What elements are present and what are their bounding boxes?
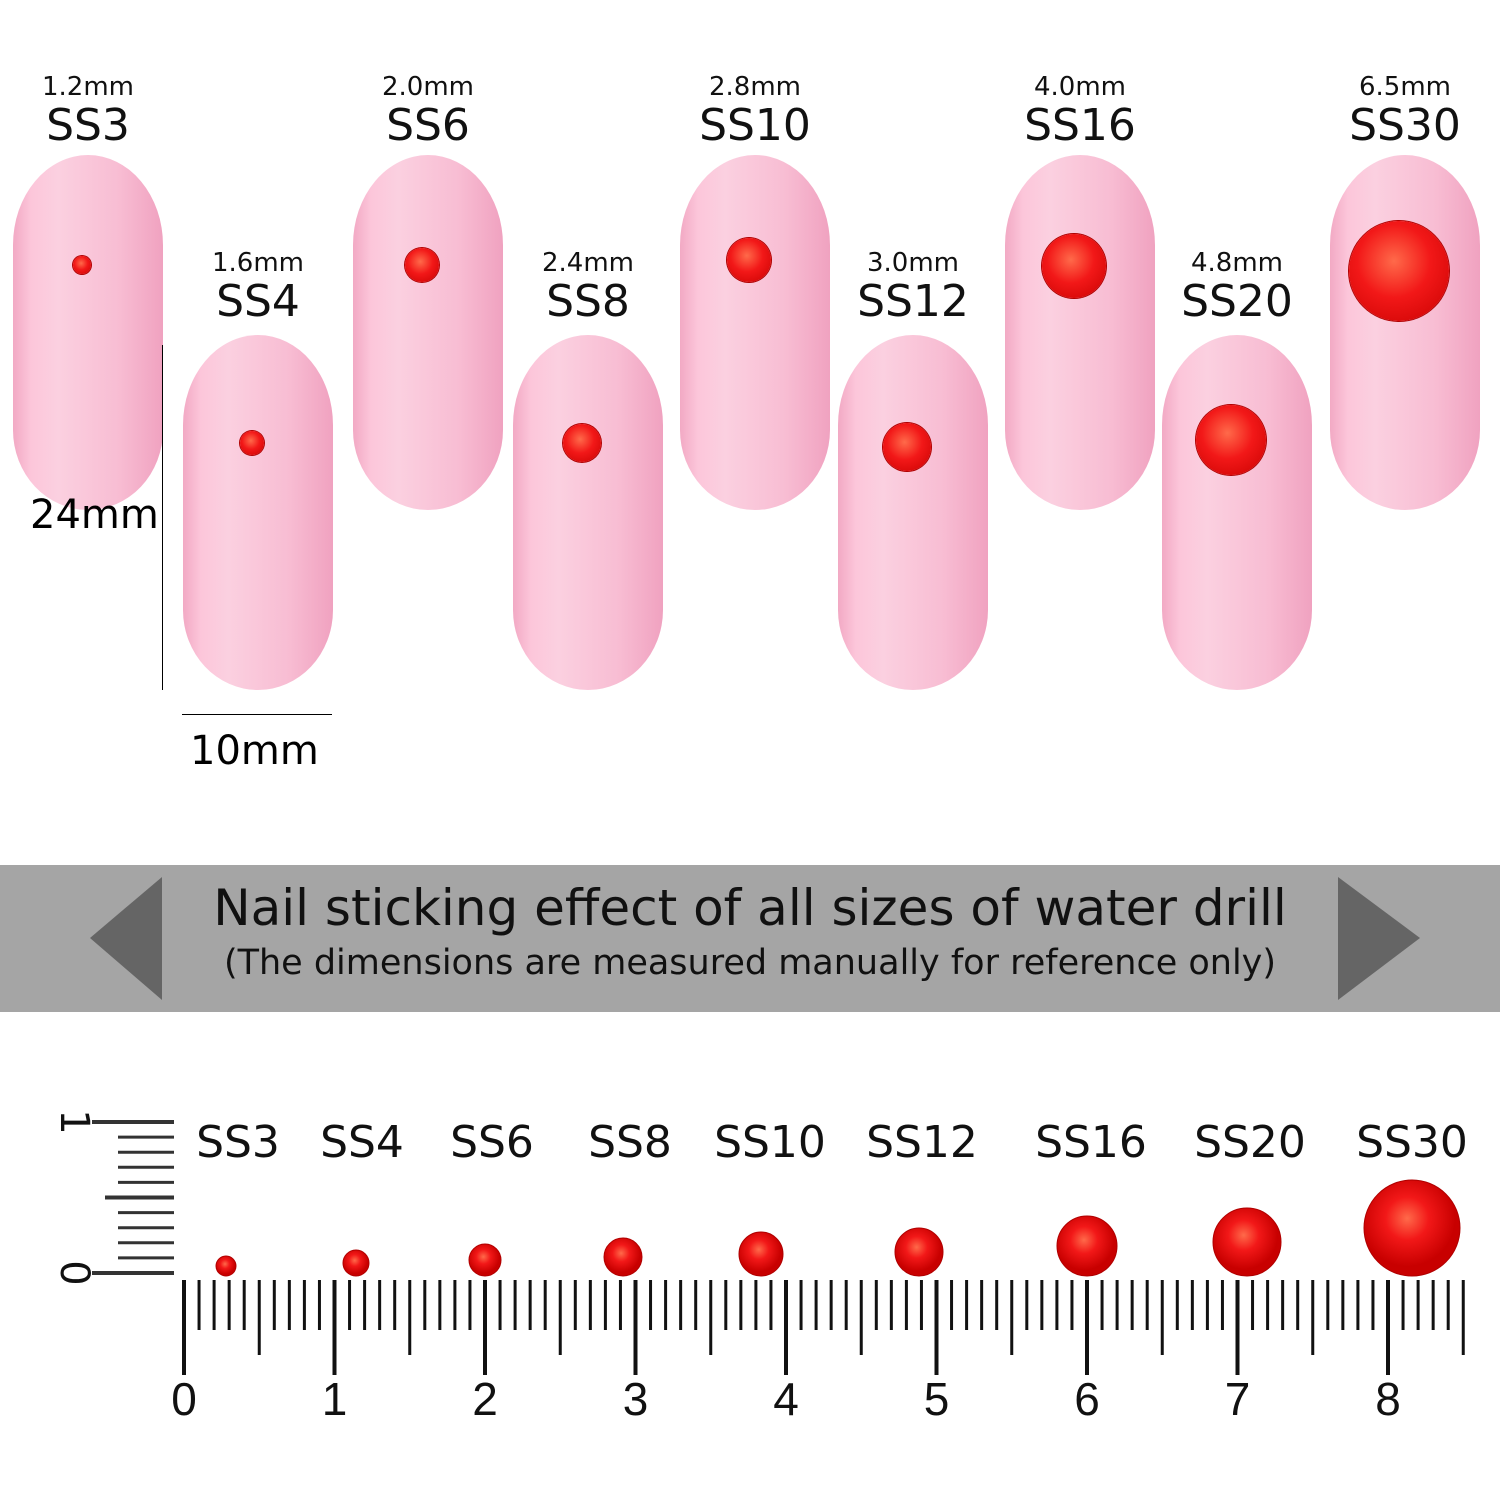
nail-ss16 bbox=[1005, 155, 1155, 510]
ruler-rhinestone bbox=[215, 1255, 237, 1277]
ruler-rhinestone bbox=[1363, 1179, 1461, 1277]
ruler-number: 7 bbox=[1225, 1373, 1251, 1425]
ruler-size-label: SS30 bbox=[1356, 1117, 1468, 1168]
ruler-rhinestone bbox=[894, 1227, 944, 1277]
ruler-number: 4 bbox=[773, 1373, 799, 1425]
rhinestone bbox=[405, 248, 439, 282]
ruler-number: 6 bbox=[1074, 1373, 1100, 1425]
vertical-ruler-number: 0 bbox=[51, 1260, 97, 1285]
rhinestone bbox=[563, 424, 601, 462]
size-mm-label: 4.0mm bbox=[1033, 72, 1126, 102]
nail-ss30 bbox=[1330, 155, 1480, 510]
ruler-size-label: SS20 bbox=[1194, 1117, 1306, 1168]
ruler-size-label: SS6 bbox=[450, 1117, 534, 1168]
height-label: 24mm bbox=[30, 492, 159, 538]
size-code-label: SS3 bbox=[46, 100, 130, 151]
size-code-label: SS30 bbox=[1349, 100, 1461, 151]
ruler-size-label: SS12 bbox=[866, 1117, 978, 1168]
size-mm-label: 2.0mm bbox=[381, 72, 474, 102]
size-code-label: SS4 bbox=[216, 276, 300, 327]
banner-arrows bbox=[90, 877, 1420, 1000]
size-code-label: SS12 bbox=[857, 276, 969, 327]
size-mm-label: 6.5mm bbox=[1358, 72, 1451, 102]
width-line bbox=[182, 714, 332, 715]
banner-subtitle: (The dimensions are measured manually fo… bbox=[223, 943, 1277, 983]
size-code-label: SS10 bbox=[699, 100, 811, 151]
size-mm-label: 1.2mm bbox=[41, 72, 134, 102]
nail-ss8 bbox=[513, 335, 663, 690]
ruler-rhinestone bbox=[342, 1249, 370, 1277]
size-code-label: SS20 bbox=[1181, 276, 1293, 327]
rhinestone bbox=[240, 431, 264, 455]
rhinestone bbox=[883, 423, 931, 471]
ruler-number: 5 bbox=[924, 1373, 950, 1425]
left-arrow-icon bbox=[90, 877, 162, 1000]
nail-ss6 bbox=[353, 155, 503, 510]
size-code-label: SS8 bbox=[546, 276, 630, 327]
rhinestone bbox=[1349, 221, 1449, 321]
ruler-rhinestone bbox=[1212, 1207, 1282, 1277]
ruler-size-label: SS3 bbox=[196, 1117, 280, 1168]
rhinestone bbox=[73, 256, 91, 274]
rhinestone bbox=[1042, 234, 1106, 298]
nail-ss4 bbox=[183, 335, 333, 690]
size-mm-label: 4.8mm bbox=[1190, 248, 1283, 278]
ruler-size-label: SS4 bbox=[320, 1117, 404, 1168]
ruler-rhinestone bbox=[603, 1237, 643, 1277]
rhinestone bbox=[1196, 405, 1266, 475]
ruler-rhinestone bbox=[468, 1243, 502, 1277]
nail-ss10 bbox=[680, 155, 830, 510]
nail-ss20 bbox=[1162, 335, 1312, 690]
right-arrow-icon bbox=[1338, 877, 1420, 1000]
size-mm-label: 3.0mm bbox=[866, 248, 959, 278]
banner: Nail sticking effect of all sizes of wat… bbox=[0, 865, 1500, 1012]
vertical-ruler-number: 1 bbox=[51, 1109, 97, 1134]
rhinestone bbox=[727, 238, 771, 282]
size-code-label: SS16 bbox=[1024, 100, 1136, 151]
size-mm-label: 2.8mm bbox=[708, 72, 801, 102]
banner-title: Nail sticking effect of all sizes of wat… bbox=[213, 879, 1287, 937]
height-line bbox=[162, 345, 163, 690]
size-mm-label: 2.4mm bbox=[541, 248, 634, 278]
ruler-size-label: SS16 bbox=[1035, 1117, 1147, 1168]
ruler-number: 1 bbox=[322, 1373, 348, 1425]
ruler-size-label: SS10 bbox=[714, 1117, 826, 1168]
nail-ss12 bbox=[838, 335, 988, 690]
ruler-size-label: SS8 bbox=[588, 1117, 672, 1168]
ruler-number: 2 bbox=[472, 1373, 498, 1425]
ruler-rhinestone bbox=[738, 1231, 784, 1277]
size-mm-label: 1.6mm bbox=[211, 248, 304, 278]
ruler-rhinestone bbox=[1056, 1215, 1118, 1277]
ruler: 0 1 2 3 4 5 6 7 8 0 1 SS3 SS4 SS6 SS8 SS10 SS12 SS16 SS20 S… bbox=[51, 1109, 1468, 1425]
ruler-number: 0 bbox=[171, 1373, 197, 1425]
ruler-number: 3 bbox=[623, 1373, 649, 1425]
size-code-label: SS6 bbox=[386, 100, 470, 151]
ruler-number: 8 bbox=[1375, 1373, 1401, 1425]
nail-ss3 bbox=[13, 155, 163, 510]
width-label: 10mm bbox=[190, 728, 319, 774]
